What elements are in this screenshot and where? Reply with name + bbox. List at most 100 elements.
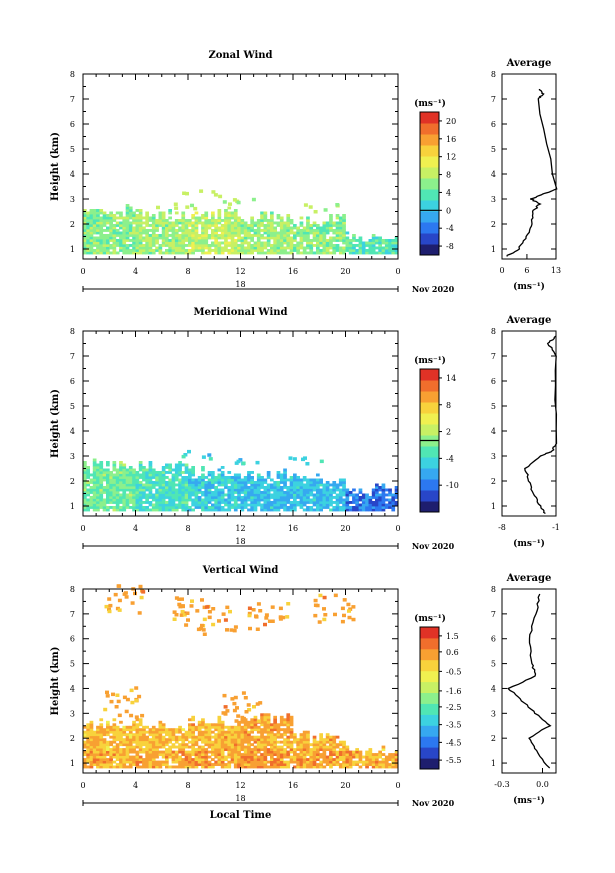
heatmap-cell: [151, 755, 156, 759]
average-y-tick-label: 5: [491, 402, 496, 411]
heatmap-cell: [276, 760, 281, 764]
heatmap-cell: [302, 508, 307, 512]
heatmap-cell: [138, 755, 143, 759]
heatmap-cell: [316, 236, 320, 240]
heatmap-cell: [371, 508, 376, 512]
heatmap-cell: [247, 476, 251, 479]
heatmap-cell: [283, 229, 287, 232]
heatmap-cell: [296, 488, 300, 492]
colorbar-swatch: [420, 468, 439, 480]
heatmap-cell: [306, 491, 310, 494]
heatmap-cell: [263, 723, 268, 727]
heatmap-cell: [293, 503, 297, 507]
heatmap-cell: [155, 224, 159, 227]
heatmap-cell: [266, 738, 271, 742]
heatmap-cell: [165, 728, 169, 732]
heatmap-cell: [306, 239, 310, 242]
heatmap-cell: [86, 743, 90, 747]
heatmap-cell: [375, 501, 379, 504]
heatmap-cell: [211, 214, 215, 217]
heatmap-cell: [230, 730, 235, 734]
heatmap-cell: [119, 234, 123, 237]
heatmap-cell: [171, 473, 176, 477]
heatmap-cell: [217, 221, 222, 225]
heatmap-cell: [391, 755, 396, 759]
heatmap-cell: [279, 718, 284, 722]
heatmap-cell: [335, 745, 340, 749]
heatmap-cell: [342, 745, 346, 749]
heatmap-cell: [145, 239, 149, 242]
heatmap-cell: [99, 755, 104, 759]
heatmap-cell: [279, 236, 284, 240]
average-y-tick-label: 1: [491, 759, 496, 768]
heatmap-cell: [168, 508, 172, 512]
heatmap-cell: [214, 244, 218, 247]
heatmap-cell: [273, 239, 277, 242]
heatmap-cell: [151, 473, 156, 477]
heatmap-cell: [283, 486, 287, 489]
heatmap-cell: [306, 236, 310, 240]
heatmap-cell: [122, 468, 127, 472]
heatmap-cell: [316, 506, 320, 509]
heatmap-cell: [378, 249, 382, 252]
heatmap-cell: [184, 476, 189, 479]
heatmap-cell: [279, 496, 284, 499]
heatmap-cell: [302, 748, 307, 751]
heatmap-cell: [165, 234, 169, 237]
heatmap-cell: [355, 496, 359, 499]
heatmap-cell: [92, 733, 97, 737]
heatmap-cell: [191, 753, 195, 756]
heatmap-cell: [204, 239, 209, 242]
heatmap-cell: [256, 498, 261, 502]
heatmap-cell: [309, 226, 314, 230]
heatmap-cell: [106, 219, 110, 222]
heatmap-cell: [148, 745, 153, 749]
heatmap-cell: [230, 244, 235, 247]
heatmap-cell: [227, 241, 232, 245]
heatmap-cells: [83, 584, 399, 769]
heatmap-cell: [338, 483, 343, 487]
heatmap-cell: [96, 251, 100, 255]
heatmap-cell: [293, 491, 297, 494]
heatmap-cell: [217, 508, 222, 512]
heatmap-cell: [214, 219, 218, 222]
heatmap-cell: [130, 700, 135, 705]
heatmap-cell: [273, 244, 277, 247]
heatmap-cell: [115, 483, 120, 487]
heatmap-cell: [240, 720, 245, 724]
heatmap-cell: [220, 473, 225, 477]
heatmap-cell: [197, 486, 202, 489]
heatmap-cell: [142, 488, 146, 492]
heatmap-cell: [115, 468, 120, 472]
heatmap-cell: [279, 501, 284, 504]
heatmap-cell: [388, 758, 392, 761]
heatmap-cell: [270, 501, 274, 504]
heatmap-cell: [86, 251, 90, 255]
heatmap-cell: [145, 493, 149, 497]
heatmap-cell: [112, 214, 117, 217]
heatmap-cell: [250, 224, 254, 227]
heatmap-cell: [312, 496, 317, 499]
heatmap-cell: [188, 496, 192, 499]
heatmap-cell: [286, 745, 291, 749]
heatmap-cell: [116, 699, 121, 704]
heatmap-cell: [138, 229, 143, 232]
heatmap-cell: [125, 204, 130, 207]
heatmap-cell: [276, 249, 281, 252]
heatmap-cell: [161, 251, 166, 255]
heatmap-cell: [256, 486, 261, 489]
heatmap-cell: [194, 501, 199, 504]
heatmap-cell: [109, 486, 113, 489]
heatmap-cell: [214, 506, 218, 509]
heatmap-cell: [256, 501, 261, 504]
heatmap-cell: [276, 251, 281, 255]
heatmap-cell: [276, 758, 281, 761]
heatmap-cell: [83, 209, 87, 212]
heatmap-cell: [220, 476, 225, 479]
heatmap-cell: [128, 725, 133, 729]
heatmap-cell: [220, 493, 225, 497]
heatmap-cell: [112, 468, 117, 472]
heatmap-cell: [358, 503, 363, 507]
heatmap-cell: [155, 234, 159, 237]
colorbar-swatch: [420, 479, 439, 491]
